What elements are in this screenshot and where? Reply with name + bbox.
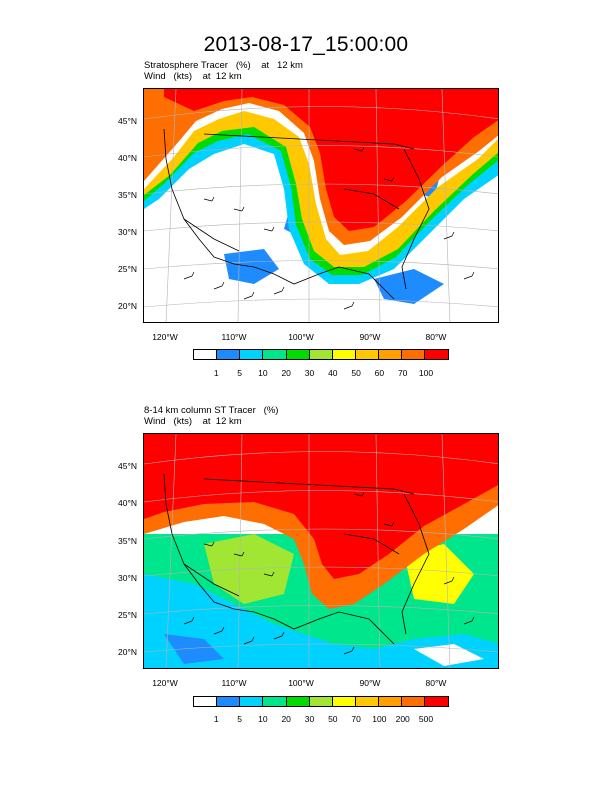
panel1-colorbar-swatch	[194, 350, 218, 359]
p1-lon-80: 80°W	[425, 332, 447, 342]
panel1-map	[143, 88, 499, 323]
panel2-map	[143, 433, 499, 669]
panel2-title-line1: 8-14 km column ST Tracer (%)	[144, 405, 279, 416]
panel2-colorbar-tick-label: 50	[328, 714, 338, 724]
panel2-colorbar-tick-label: 70	[351, 714, 361, 724]
panel2-colorbar-swatch	[425, 697, 449, 706]
panel2-colorbar-swatch	[263, 697, 287, 706]
panel1-colorbar-tick-label: 30	[304, 368, 315, 378]
panel1-colorbar-tick-label: 20	[281, 368, 291, 378]
panel2-colorbar-tick-label: 500	[418, 714, 434, 724]
panel2-colorbar-swatch	[240, 697, 264, 706]
panel2-colorbar-tick-label: 200	[395, 714, 410, 724]
panel1-colorbar-tick-label: 70	[397, 368, 408, 378]
p2-wind-barbs	[183, 491, 475, 655]
p2-field-blue-sw	[164, 634, 224, 664]
panel2-colorbar-swatch	[379, 697, 403, 706]
panel2-colorbar-swatch	[355, 697, 379, 706]
panel1-colorbar-swatch	[240, 350, 264, 359]
panel2-colorbar-tick-label: 100	[372, 714, 387, 724]
panel2-title-line2: Wind (kts) at 12 km	[144, 416, 242, 427]
p1-graticule	[144, 89, 498, 322]
p2-lon-110: 110°W	[221, 678, 247, 688]
panel1-colorbar-swatch	[355, 350, 379, 359]
panel1-colorbar-swatch	[332, 350, 356, 359]
panel2-colorbar-swatch	[194, 697, 218, 706]
p1-coastlines	[163, 128, 430, 300]
p1-lat-25: 25°N	[118, 264, 137, 274]
panel1-colorbar-swatch	[402, 350, 426, 359]
p2-lon-100: 100°W	[288, 678, 314, 688]
p2-lat-35: 35°N	[118, 536, 137, 546]
p2-field-lime-west	[204, 534, 294, 604]
p1-field-red-core	[164, 89, 498, 231]
p2-lon-90: 90°W	[359, 678, 381, 688]
panel1-map-svg	[144, 89, 498, 322]
p1-lon-120: 120°W	[152, 332, 178, 342]
panel1-colorbar-swatch	[309, 350, 333, 359]
panel2-colorbar-swatch	[217, 697, 241, 706]
p2-lat-25: 25°N	[118, 610, 137, 620]
p2-graticule	[144, 434, 498, 668]
p1-wind-barbs	[183, 146, 475, 310]
p1-lat-20: 20°N	[118, 301, 137, 311]
p1-lon-90: 90°W	[359, 332, 381, 342]
p1-lat-45: 45°N	[118, 116, 137, 126]
p1-colorbar	[193, 349, 450, 360]
panel2-colorbar-tick-label: 20	[281, 714, 291, 724]
panel2-colorbar-swatch	[402, 697, 426, 706]
p2-lat-20: 20°N	[118, 647, 137, 657]
p1-field-blue-gulf	[374, 269, 444, 304]
panel1-colorbar-tick-label: 10	[258, 368, 268, 378]
panel1-colorbar-swatch	[263, 350, 287, 359]
p2-coastlines	[163, 473, 430, 645]
panel2-colorbar-tick-label: 5	[237, 714, 242, 724]
p2-colorbar	[193, 696, 450, 707]
panel1-colorbar-tick-label: 100	[418, 368, 434, 378]
panel2-colorbar-swatch	[286, 697, 310, 706]
panel1-colorbar-swatch	[379, 350, 403, 359]
panel2-map-svg	[144, 434, 498, 668]
p2-lat-45: 45°N	[118, 461, 137, 471]
p1-lat-30: 30°N	[118, 227, 137, 237]
panel1-colorbar-tick-label: 1	[213, 368, 219, 378]
panel2-colorbar-tick-label: 30	[304, 714, 315, 724]
p2-lon-80: 80°W	[425, 678, 447, 688]
p2-lat-40: 40°N	[118, 498, 137, 508]
panel1-colorbar-tick-label: 5	[237, 368, 242, 378]
panel1-title-line1: Stratosphere Tracer (%) at 12 km	[144, 60, 303, 71]
p1-field-orange-band	[144, 111, 498, 267]
panel2-colorbar-tick-label: 1	[213, 714, 219, 724]
panel1-colorbar-swatch	[217, 350, 241, 359]
panel2-colorbar-swatch	[309, 697, 333, 706]
panel1-colorbar-swatch	[286, 350, 310, 359]
p2-field-red-north	[144, 434, 498, 579]
panel1-colorbar-tick-label: 60	[374, 368, 385, 378]
panel2-colorbar-tick-label: 10	[258, 714, 268, 724]
p2-lat-30: 30°N	[118, 573, 137, 583]
panel1-colorbar-swatch	[425, 350, 449, 359]
p1-lon-110: 110°W	[221, 332, 247, 342]
p2-field-white-se	[414, 644, 484, 666]
p1-lat-40: 40°N	[118, 153, 137, 163]
panel1-title-line2: Wind (kts) at 12 km	[144, 71, 242, 82]
p2-field-cyan-south	[144, 574, 498, 668]
p2-field-yellow-east	[404, 544, 474, 604]
figure-title: 2013-08-17_15:00:00	[203, 33, 409, 56]
panel1-colorbar-tick-label: 40	[328, 368, 338, 378]
p1-lat-35: 35°N	[118, 190, 137, 200]
p1-lon-100: 100°W	[288, 332, 314, 342]
panel1-colorbar-tick-label: 50	[351, 368, 361, 378]
panel2-colorbar-swatch	[332, 697, 356, 706]
p2-lon-120: 120°W	[152, 678, 178, 688]
